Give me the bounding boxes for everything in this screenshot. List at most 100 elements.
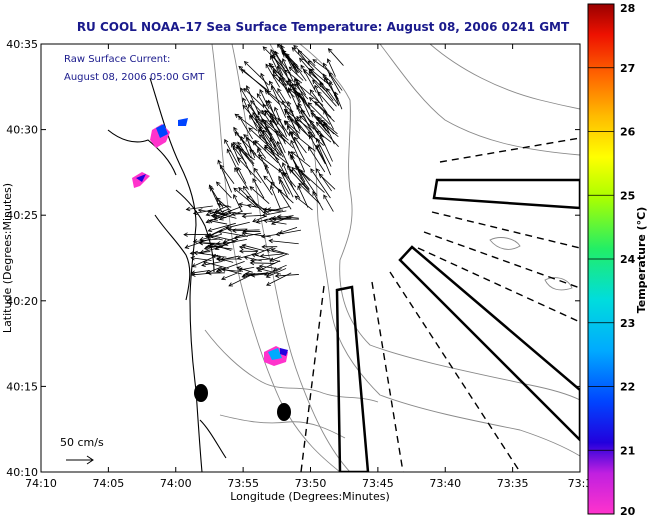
current-vector-head	[268, 238, 274, 244]
current-vector	[234, 232, 262, 239]
current-vector	[218, 230, 248, 237]
x-tick-label: 74:10	[25, 477, 57, 490]
current-vector-head	[294, 195, 300, 201]
current-vector	[198, 242, 219, 244]
current-vector	[263, 130, 284, 158]
current-vector	[254, 168, 273, 196]
current-vector	[279, 77, 292, 99]
y-tick-label: 40:35	[6, 38, 38, 51]
colorbar-tick-label: 21	[620, 444, 635, 457]
current-vector-head	[183, 232, 188, 237]
current-vector	[186, 205, 213, 210]
current-vector-head	[310, 168, 315, 174]
current-vector	[271, 54, 293, 84]
current-vector-head	[216, 202, 222, 207]
current-vector	[191, 257, 212, 261]
current-vector	[264, 110, 287, 139]
current-vector	[295, 79, 307, 96]
current-vector-head	[193, 250, 198, 256]
current-vector-head	[207, 270, 212, 276]
current-vector	[266, 100, 278, 120]
current-vector	[219, 210, 244, 220]
current-vector-head	[286, 115, 292, 121]
current-vector	[295, 91, 317, 118]
current-vector	[216, 197, 232, 212]
current-vector-head	[276, 140, 281, 146]
current-vector	[208, 220, 228, 225]
coastline	[107, 77, 227, 472]
current-vector	[263, 219, 287, 225]
y-tick-label: 40:30	[6, 124, 38, 137]
current-vector-head	[323, 62, 328, 68]
current-vector-head	[293, 44, 298, 50]
current-vector	[312, 191, 324, 211]
current-vector-head	[269, 137, 274, 142]
current-vector	[242, 105, 263, 129]
current-vector	[261, 110, 273, 126]
colorbar-tick-label: 25	[620, 189, 635, 202]
current-vector-head	[249, 149, 254, 154]
current-vector	[270, 185, 281, 210]
y-axis-label: Latitude (Degrees:Minutes)	[1, 183, 14, 333]
current-vector-head	[253, 167, 259, 173]
current-vector	[236, 145, 252, 176]
current-vector	[204, 245, 223, 250]
current-vector	[319, 82, 334, 102]
current-vector-head	[296, 115, 301, 121]
current-vector-head	[240, 135, 245, 141]
current-vector	[243, 134, 262, 151]
current-vector-head	[253, 251, 259, 256]
x-tick-label: 74:05	[93, 477, 125, 490]
current-vector-head	[300, 170, 305, 176]
current-vector-head	[184, 244, 190, 249]
current-vector-head	[237, 141, 242, 147]
current-vector	[233, 187, 258, 208]
current-vector-head	[261, 244, 266, 250]
current-vector-head	[233, 126, 238, 132]
current-vector	[320, 119, 335, 135]
current-vector-head	[286, 165, 292, 170]
current-vector	[199, 233, 222, 241]
current-vector-head	[315, 144, 320, 150]
current-vector	[312, 79, 337, 107]
current-vector	[222, 268, 242, 275]
current-vector-head	[243, 134, 248, 139]
current-vector-head	[227, 227, 232, 232]
current-vector	[193, 238, 220, 243]
x-tick-label: 73:50	[295, 477, 327, 490]
current-vector-head	[215, 181, 221, 187]
colorbar-tick-label: 22	[620, 381, 635, 394]
current-vector-head	[289, 108, 294, 114]
current-vector	[277, 117, 290, 136]
current-vector-head	[226, 148, 231, 154]
current-vector-head	[239, 248, 244, 254]
current-vector-head	[189, 250, 195, 256]
current-vector-head	[280, 44, 285, 50]
map-title: RU COOL NOAA–17 Sea Surface Temperature:…	[77, 20, 570, 34]
current-vector	[250, 100, 266, 117]
current-vector-head	[270, 148, 275, 154]
current-vector	[221, 205, 243, 215]
current-vector	[291, 151, 311, 168]
current-vector-head	[252, 111, 257, 117]
current-vector	[271, 215, 294, 225]
current-vector-head	[191, 263, 197, 268]
current-vector	[270, 137, 280, 157]
current-vector-head	[233, 193, 238, 199]
current-vector	[208, 210, 237, 219]
current-vector-head	[250, 272, 256, 278]
current-vector	[284, 121, 299, 136]
current-vector	[246, 137, 256, 159]
current-vector-head	[232, 142, 238, 147]
current-vector-head	[262, 209, 268, 215]
current-vector-head	[315, 168, 321, 173]
current-vector	[217, 203, 232, 208]
current-vector-head	[263, 146, 269, 151]
current-vector-head	[299, 57, 304, 63]
current-vector	[259, 265, 277, 269]
current-vector	[236, 266, 253, 273]
current-vector	[310, 168, 331, 199]
current-vector	[237, 254, 252, 260]
current-vector	[238, 203, 256, 208]
current-vector	[224, 139, 239, 166]
